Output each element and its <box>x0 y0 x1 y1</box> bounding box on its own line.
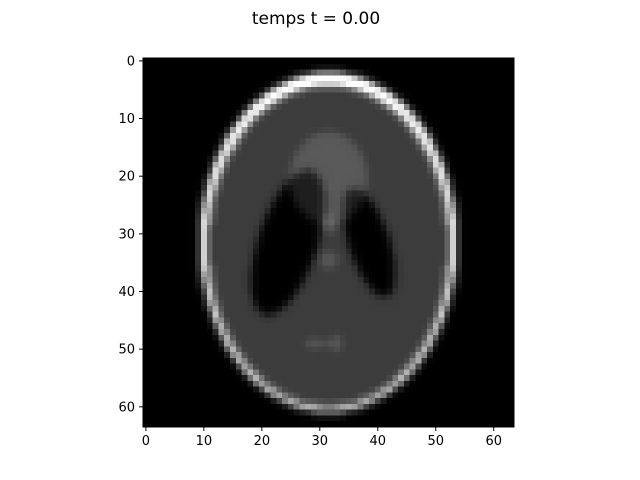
y-axis: 0 10 20 30 40 50 60 <box>118 54 143 415</box>
x-tick-label: 60 <box>485 434 502 449</box>
heatmap-image-container <box>143 58 514 427</box>
x-tick-label: 10 <box>196 434 213 449</box>
y-tick-label: 10 <box>118 112 135 127</box>
y-tick-label: 0 <box>127 54 135 69</box>
x-tick-label: 30 <box>312 434 329 449</box>
y-tick-label: 40 <box>118 285 135 300</box>
y-tick-label: 60 <box>118 400 135 415</box>
y-tick-label: 30 <box>118 227 135 242</box>
x-axis: 0 10 20 30 40 50 60 <box>142 427 502 449</box>
axes-frame <box>142 57 515 428</box>
x-tick-label: 0 <box>142 434 150 449</box>
heatmap-image <box>143 58 514 427</box>
plot-area <box>142 57 515 428</box>
x-tick-label: 20 <box>254 434 271 449</box>
x-tick-label: 40 <box>370 434 387 449</box>
chart-title: temps t = 0.00 <box>252 9 380 29</box>
y-tick-label: 20 <box>118 170 135 185</box>
y-tick-label: 50 <box>118 343 135 358</box>
x-tick-label: 50 <box>427 434 444 449</box>
